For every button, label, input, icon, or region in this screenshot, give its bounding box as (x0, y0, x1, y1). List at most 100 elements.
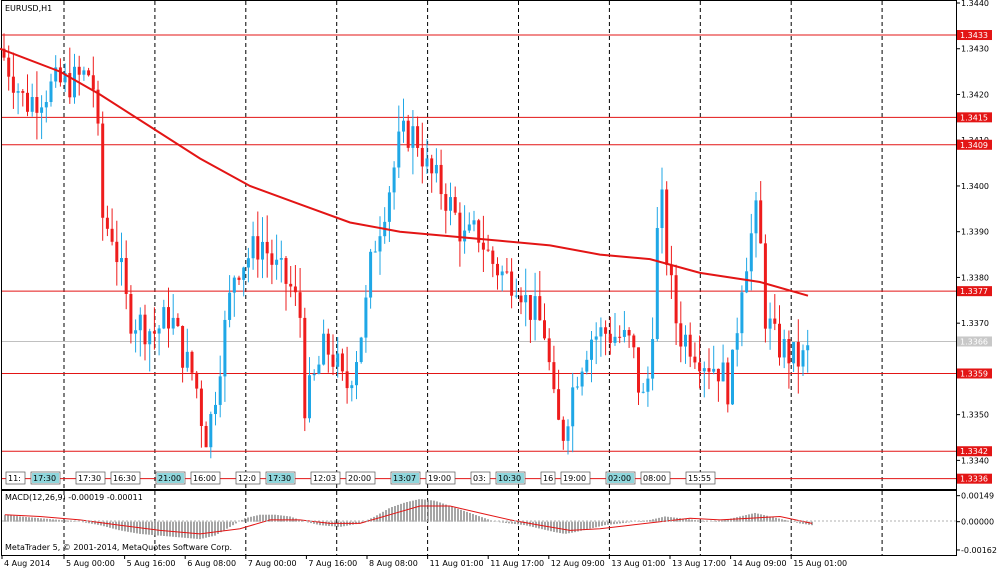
level-tag-box (957, 286, 992, 297)
candle-body (458, 212, 462, 242)
level-tag-box (957, 112, 992, 123)
time-marker-box[interactable] (685, 471, 716, 485)
candle-body (731, 349, 734, 405)
time-marker-box[interactable] (560, 471, 591, 485)
candle-body (641, 391, 645, 393)
candle-body (312, 373, 316, 376)
time-marker-label: 17:30 (268, 474, 291, 483)
candle-body (120, 258, 123, 263)
candle-body (496, 263, 499, 276)
candle-body (599, 327, 603, 337)
candle-body (604, 327, 608, 334)
candle-body (345, 371, 349, 389)
time-marker-box[interactable] (75, 471, 106, 485)
current-price-tag-label: 1.3366 (960, 337, 988, 346)
time-marker-label: 08:00 (643, 474, 666, 483)
time-marker-box[interactable] (5, 471, 26, 485)
candle-body (232, 277, 236, 293)
candle-body (392, 167, 396, 193)
candle-body (124, 258, 128, 294)
candle-body (322, 333, 326, 365)
candle-body (49, 81, 53, 103)
level-price-tags: 1.34331.34151.34091.33771.33591.33421.33… (957, 30, 992, 484)
candle-body (331, 354, 335, 367)
time-marker-box[interactable] (470, 471, 491, 485)
candle-body (608, 333, 612, 343)
candle-body (355, 362, 358, 386)
copyright-text: MetaTrader 5, © 2001-2014, MetaQuotes So… (5, 543, 232, 552)
candle-body (590, 339, 593, 360)
candle-body (486, 249, 490, 251)
time-marker-box[interactable] (540, 471, 556, 485)
candle-body (712, 368, 716, 372)
candle-body (444, 194, 448, 211)
candle-body (745, 271, 749, 293)
candle-body (557, 389, 561, 420)
candle-body (514, 295, 518, 297)
candle-body (688, 334, 692, 357)
candle-body (477, 220, 481, 243)
time-marker-box[interactable] (425, 471, 456, 485)
candle-body (181, 326, 185, 368)
level-tag-label: 1.3336 (960, 475, 988, 484)
time-markers-row: 11: 17:30 17:30 16:30 21:00 16:00 12:0 17:30 12:… (5, 471, 716, 485)
time-marker-label: 19:00 (563, 474, 586, 483)
candle-body (406, 120, 410, 148)
time-marker-box[interactable] (190, 471, 221, 485)
candle-body (293, 286, 297, 293)
candle-body (782, 339, 786, 358)
candle-body (778, 323, 781, 358)
candle-body (510, 271, 514, 296)
symbol-title: EURUSD,H1 (5, 4, 52, 13)
candle-body (768, 318, 772, 329)
candle-body (11, 76, 15, 93)
level-tag-label: 1.3342 (960, 447, 988, 456)
candle-body (773, 318, 777, 324)
time-tick-label: 7 Aug 00:00 (248, 559, 297, 568)
vertical-grid (63, 1, 883, 555)
time-marker-box[interactable] (110, 471, 141, 485)
level-tag-box (957, 30, 992, 41)
candle-body (101, 123, 105, 218)
candle-body (575, 386, 579, 388)
time-marker-box[interactable] (235, 471, 261, 485)
candle-body (740, 292, 744, 334)
time-tick-label: 5 Aug 00:00 (66, 559, 115, 568)
candle-body (185, 351, 189, 368)
macd-axis: 0.00149 0.00000 -0.00162 (956, 492, 997, 555)
candle-body (91, 75, 95, 90)
time-marker-box[interactable] (640, 471, 671, 485)
candle-body (26, 92, 29, 112)
macd-signal-line (4, 505, 813, 535)
candle-body (317, 364, 321, 374)
candle-body (763, 243, 767, 329)
level-tag-label: 1.3433 (960, 31, 988, 40)
candle-body (561, 419, 565, 441)
candle-body (2, 48, 6, 58)
time-marker-label: 17:30 (78, 474, 101, 483)
time-marker-box[interactable] (310, 471, 341, 485)
candle-body (425, 158, 429, 167)
time-marker-label: 21:00 (158, 474, 181, 483)
candle-body (660, 189, 664, 229)
candle-body (754, 200, 758, 234)
time-marker-box[interactable] (345, 471, 376, 485)
candle-body (369, 251, 373, 298)
candle-body (96, 89, 100, 124)
candle-body (397, 131, 401, 168)
candle-body (35, 97, 39, 113)
candle-body (721, 362, 725, 382)
candle-body (308, 375, 311, 419)
time-marker-label: 12:0 (238, 474, 256, 483)
time-tick-label: 11 Aug 01:00 (430, 559, 484, 568)
time-marker-label: 03: (473, 474, 486, 483)
candle-body (87, 70, 91, 76)
candle-body (82, 70, 86, 75)
candle-body (246, 258, 250, 268)
candle-body (792, 342, 796, 364)
time-marker-highlight (497, 473, 524, 483)
candle-body (44, 102, 48, 108)
candle-body (622, 329, 626, 337)
candle-body (411, 126, 415, 148)
